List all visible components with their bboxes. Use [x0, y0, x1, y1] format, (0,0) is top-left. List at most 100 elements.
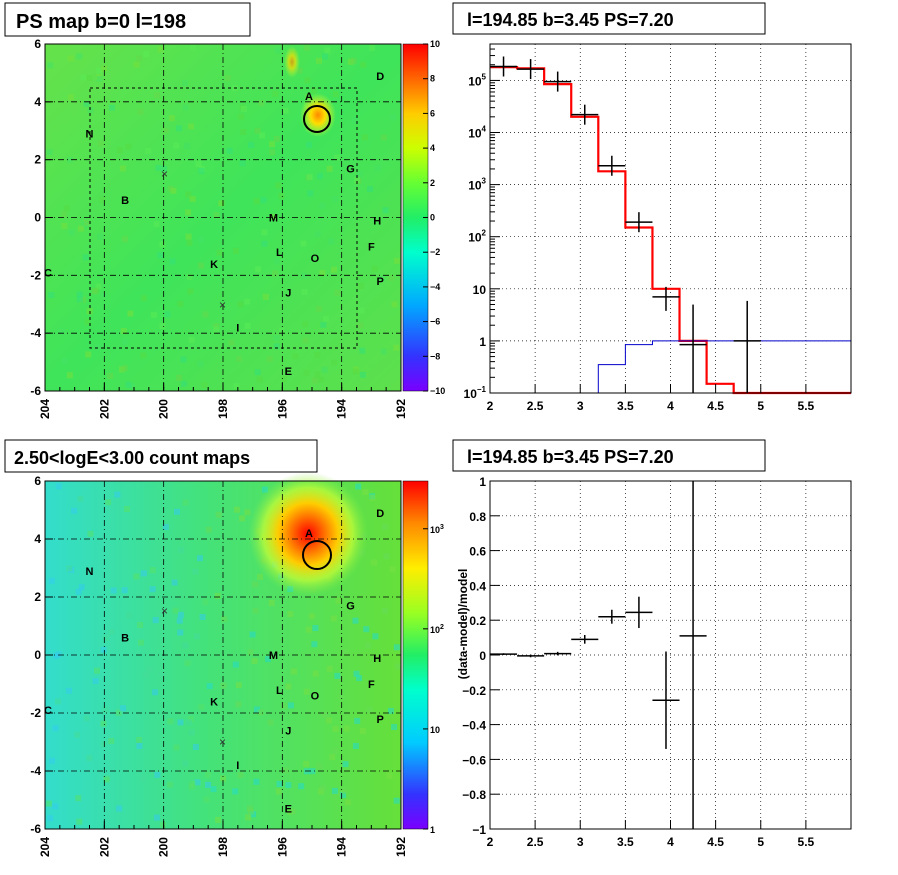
heatmap-pixel: [254, 127, 261, 134]
heatmap-pixel: [185, 191, 192, 198]
heatmap-pixel: [252, 581, 259, 588]
y-tick-label: 2: [34, 153, 41, 167]
heatmap-pixel: [306, 141, 312, 148]
heatmap-pixel: [273, 258, 280, 265]
source-label-n: N: [86, 129, 94, 141]
residual-points: [490, 481, 707, 829]
heatmap-pixel: [265, 656, 271, 663]
y-tick-label: 1: [479, 475, 486, 489]
heatmap-pixel: [76, 291, 83, 298]
heatmap-pixel: [48, 577, 55, 584]
y-tick-label: 103: [468, 177, 486, 193]
heatmap-pixel: [393, 344, 400, 351]
heatmap-pixel: [49, 757, 56, 764]
heatmap-pixel: [61, 222, 68, 229]
residual-y-axis-label: (data-model)/model: [456, 569, 470, 680]
heatmap-pixel: [338, 693, 345, 700]
heatmap-pixel: [173, 142, 180, 149]
heatmap-pixel: [378, 275, 385, 282]
data-point: [571, 104, 599, 125]
heatmap-pixel: [303, 760, 310, 767]
heatmap-pixel: [103, 635, 109, 641]
heatmap-pixel: [321, 366, 328, 373]
heatmap-pixel: [105, 499, 112, 506]
heatmap-pixel: [154, 771, 161, 778]
heatmap-pixel: [332, 726, 339, 732]
data-point: [679, 304, 707, 393]
x-tick-label: 194: [335, 837, 349, 857]
heatmap-pixel: [312, 625, 319, 631]
x-tick-label: 2.5: [527, 399, 544, 413]
heatmap-pixel: [218, 200, 225, 207]
heatmap-pixel: [357, 322, 364, 329]
colorbar-tick-label: −4: [430, 282, 440, 292]
heatmap-pixel: [359, 371, 366, 378]
heatmap-pixel: [382, 523, 389, 530]
heatmap-pixel: [86, 754, 93, 761]
heatmap-pixel: [331, 748, 338, 755]
heatmap-pixel: [181, 380, 188, 387]
source-label-o: O: [311, 691, 320, 703]
heatmap-pixel: [143, 51, 150, 57]
heatmap-pixel: [162, 127, 169, 134]
heatmap-pixel: [99, 196, 106, 203]
residual-point: [544, 651, 572, 656]
source-label-h: H: [373, 653, 381, 665]
heatmap-pixel: [157, 46, 164, 53]
heatmap-pixel: [257, 573, 264, 580]
source-label-h: H: [373, 215, 381, 227]
heatmap-pixel: [371, 559, 378, 566]
heatmap-pixel: [127, 310, 134, 317]
heatmap-pixel: [319, 270, 326, 276]
y-tick-label: 4: [34, 95, 41, 109]
x-tick-label: 2.5: [527, 835, 544, 849]
heatmap-pixel: [269, 149, 276, 156]
heatmap-pixel: [266, 355, 273, 362]
heatmap-pixel: [269, 141, 275, 148]
count-map-source-a: [248, 472, 368, 596]
colorbar-tick-label: 103: [430, 524, 444, 535]
heatmap-pixel: [325, 717, 332, 724]
y-tick-label: 0.8: [469, 510, 486, 524]
heatmap-pixel: [215, 816, 221, 823]
heatmap-pixel: [198, 167, 205, 174]
count-map-cross-2: ×: [219, 735, 226, 749]
heatmap-pixel: [82, 254, 89, 261]
x-tick-label: 196: [275, 399, 289, 419]
data-point: [598, 155, 626, 176]
heatmap-pixel: [358, 307, 365, 314]
heatmap-pixel: [198, 262, 205, 269]
x-tick-label: 196: [275, 837, 289, 857]
heatmap-pixel: [170, 187, 177, 194]
heatmap-pixel: [215, 511, 222, 518]
heatmap-pixel: [341, 649, 348, 655]
heatmap-pixel: [96, 67, 103, 74]
heatmap-pixel: [75, 795, 82, 802]
heatmap-pixel: [304, 93, 311, 100]
x-tick-label: 192: [394, 837, 408, 857]
heatmap-pixel: [301, 289, 308, 295]
heatmap-pixel: [80, 74, 87, 81]
heatmap-pixel: [233, 506, 240, 513]
ps-map-title: PS map b=0 l=198: [16, 11, 186, 33]
heatmap-pixel: [97, 233, 104, 240]
heatmap-pixel: [386, 772, 393, 779]
heatmap-pixel: [80, 296, 87, 303]
x-tick-label: 5: [757, 835, 764, 849]
source-label-i: I: [236, 322, 239, 334]
heatmap-pixel: [187, 288, 194, 295]
heatmap-pixel: [186, 274, 193, 281]
heatmap-pixel: [356, 171, 363, 177]
y-tick-label: −0.6: [462, 753, 486, 767]
model-histogram: [490, 66, 851, 395]
heatmap-pixel: [137, 108, 144, 115]
heatmap-pixel: [175, 125, 182, 132]
heatmap-pixel: [216, 249, 223, 256]
heatmap-pixel: [251, 658, 258, 664]
heatmap-pixel: [326, 665, 333, 672]
heatmap-pixel: [232, 247, 239, 254]
heatmap-pixel: [388, 275, 395, 281]
heatmap-pixel: [362, 489, 369, 496]
heatmap-pixel: [261, 240, 268, 247]
